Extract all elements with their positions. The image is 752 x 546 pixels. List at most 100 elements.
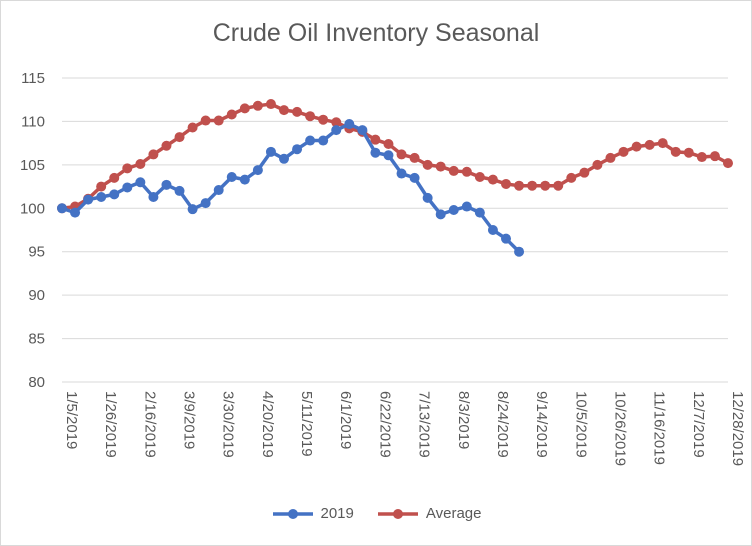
data-point bbox=[122, 163, 133, 174]
data-point bbox=[96, 191, 107, 202]
y-tick-label: 105 bbox=[20, 157, 45, 174]
series-line-average bbox=[60, 102, 730, 211]
x-tick-label: 10/5/2019 bbox=[572, 391, 589, 458]
data-point bbox=[318, 114, 329, 125]
x-tick-label: 8/3/2019 bbox=[455, 391, 472, 449]
data-point bbox=[435, 161, 446, 172]
data-point bbox=[135, 177, 146, 188]
data-point bbox=[422, 159, 433, 170]
data-point bbox=[448, 165, 459, 176]
x-tick-label: 6/1/2019 bbox=[337, 391, 354, 449]
y-tick-label: 85 bbox=[28, 331, 45, 348]
data-point bbox=[344, 119, 355, 130]
data-point bbox=[644, 139, 655, 150]
data-point bbox=[252, 165, 263, 176]
data-point bbox=[435, 209, 446, 220]
data-point bbox=[383, 139, 394, 150]
y-tick-label: 115 bbox=[21, 70, 45, 87]
legend-label: Average bbox=[425, 505, 482, 522]
x-tick-label: 2/16/2019 bbox=[141, 391, 158, 458]
data-point bbox=[226, 109, 237, 120]
data-point bbox=[109, 172, 120, 183]
data-point bbox=[279, 105, 289, 116]
data-point bbox=[474, 207, 485, 218]
data-point bbox=[657, 138, 668, 149]
data-point bbox=[540, 180, 551, 191]
x-tick-label: 5/11/2019 bbox=[298, 391, 315, 457]
data-point bbox=[331, 117, 342, 128]
x-tick-label: 7/13/2019 bbox=[416, 391, 433, 458]
data-point bbox=[148, 149, 159, 160]
data-point bbox=[501, 178, 511, 189]
data-point bbox=[305, 111, 316, 122]
data-point bbox=[461, 166, 472, 177]
x-tick-label: 11/16/2019 bbox=[651, 391, 668, 465]
data-point bbox=[527, 180, 538, 191]
x-tick-label: 3/9/2019 bbox=[181, 391, 198, 449]
data-point bbox=[239, 174, 250, 185]
data-point bbox=[566, 172, 577, 183]
y-tick-label: 95 bbox=[28, 244, 45, 261]
x-tick-label: 9/14/2019 bbox=[533, 391, 550, 458]
chart-title: Crude Oil Inventory Seasonal bbox=[212, 19, 540, 47]
data-point bbox=[109, 189, 120, 200]
data-point bbox=[396, 168, 407, 179]
data-point bbox=[723, 158, 733, 169]
data-point bbox=[200, 115, 211, 126]
data-point bbox=[383, 150, 394, 161]
data-point bbox=[239, 103, 250, 114]
data-point bbox=[670, 146, 681, 157]
data-point bbox=[265, 146, 276, 157]
y-tick-label: 90 bbox=[28, 287, 45, 304]
data-point bbox=[514, 246, 525, 257]
data-point bbox=[213, 185, 224, 196]
data-point bbox=[252, 100, 263, 111]
data-point bbox=[448, 205, 459, 216]
y-tick-label: 110 bbox=[21, 113, 45, 130]
data-point bbox=[487, 225, 498, 235]
data-point bbox=[605, 152, 616, 163]
data-point bbox=[161, 140, 172, 151]
data-point bbox=[409, 172, 420, 183]
data-point bbox=[174, 132, 185, 143]
y-tick-label: 100 bbox=[20, 200, 45, 217]
legend-swatch bbox=[272, 508, 313, 519]
data-point bbox=[213, 115, 224, 126]
data-point bbox=[305, 135, 316, 146]
data-point bbox=[161, 179, 172, 190]
data-point bbox=[135, 158, 146, 169]
data-point bbox=[265, 99, 276, 110]
legend-item: Average bbox=[376, 505, 482, 522]
x-tick-label: 6/22/2019 bbox=[376, 391, 393, 458]
data-point bbox=[318, 135, 329, 146]
legend-item: 2019 bbox=[271, 505, 354, 522]
x-tick-label: 4/20/2019 bbox=[259, 391, 276, 458]
data-point bbox=[696, 152, 707, 163]
x-tick-label: 1/26/2019 bbox=[102, 391, 119, 458]
data-point bbox=[96, 181, 107, 192]
data-point bbox=[709, 151, 720, 162]
data-point bbox=[461, 201, 472, 212]
data-point bbox=[487, 174, 498, 185]
data-point bbox=[357, 125, 368, 136]
data-point bbox=[331, 125, 342, 136]
data-point bbox=[683, 147, 694, 158]
x-tick-label: 10/26/2019 bbox=[611, 391, 628, 466]
data-point bbox=[174, 185, 185, 196]
legend-swatch-marker bbox=[392, 508, 403, 519]
data-point bbox=[422, 192, 433, 203]
legend-swatch bbox=[377, 508, 418, 519]
data-point bbox=[370, 134, 381, 145]
data-point bbox=[187, 122, 198, 133]
data-point bbox=[553, 180, 564, 191]
data-point bbox=[200, 198, 211, 209]
x-tick-label: 1/5/2019 bbox=[63, 391, 80, 449]
data-point bbox=[370, 147, 381, 158]
data-point bbox=[187, 204, 198, 215]
data-point bbox=[592, 159, 603, 170]
data-point bbox=[292, 106, 303, 117]
data-point bbox=[396, 149, 407, 160]
data-point bbox=[409, 152, 420, 163]
